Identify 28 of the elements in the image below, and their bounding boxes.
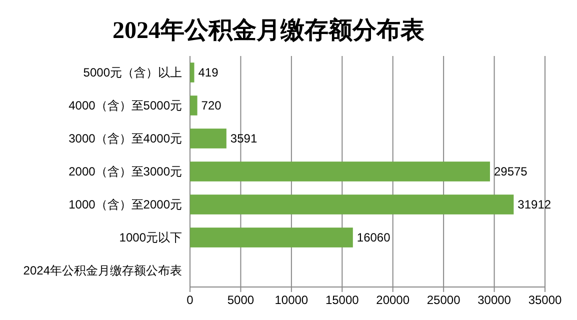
data-label: 16060 (356, 230, 391, 244)
data-label: 419 (198, 66, 219, 80)
data-label: 720 (201, 98, 222, 112)
x-tick-label: 15000 (325, 293, 360, 307)
x-tick-label: 30000 (478, 293, 512, 307)
bar (190, 128, 226, 148)
y-tick-label: 1000（含）至2000元 (68, 198, 182, 212)
data-label: 3591 (230, 132, 258, 146)
x-tick-label: 35000 (528, 293, 562, 307)
y-tick-label: 3000（含）至4000元 (68, 132, 182, 146)
y-tick-label: 4000（含）至5000元 (68, 98, 182, 112)
y-tick-label: 1000元以下 (119, 230, 182, 244)
data-label: 29575 (494, 164, 528, 178)
x-tick-label: 0 (186, 293, 194, 307)
y-tick-label: 5000元（含）以上 (83, 66, 182, 80)
x-tick-label: 10000 (274, 293, 308, 307)
x-tick-label: 5000 (227, 293, 254, 307)
bar (190, 96, 198, 116)
bar (190, 228, 353, 248)
chart-title: 2024年公积金月缴存额分布表 (112, 17, 424, 44)
y-tick-label: 2024年公积金月缴存额公布表 (23, 264, 182, 278)
x-tick-label: 25000 (426, 293, 461, 307)
x-tick-label: 20000 (376, 293, 410, 307)
data-label: 31912 (518, 198, 552, 212)
bar (190, 162, 490, 182)
bar (190, 62, 194, 82)
bar (190, 194, 514, 214)
y-tick-label: 2000（含）至3000元 (68, 164, 182, 178)
